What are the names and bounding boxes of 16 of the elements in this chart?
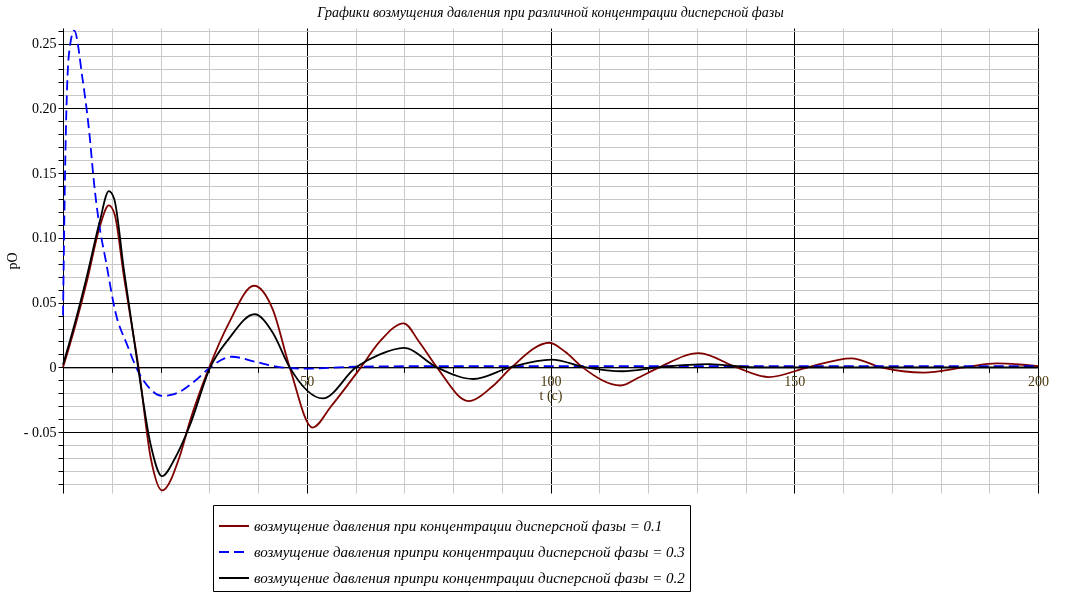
legend-label: возмущение давления при концентрации дисперсной фазы = 0.1 bbox=[254, 518, 663, 534]
x-tick-label: 100 bbox=[540, 373, 562, 389]
y-tick-label: 0.10 bbox=[32, 230, 57, 246]
y-tick-label: 0.05 bbox=[32, 295, 57, 311]
chart-title: Графики возмущения давления при различной концентрации дисперсной фазы bbox=[316, 4, 784, 20]
y-tick-label: 0.15 bbox=[32, 165, 57, 181]
legend-label: возмущение давления припри концентрации дисперсной фазы = 0.2 bbox=[254, 570, 686, 586]
y-tick-label: 0.20 bbox=[32, 100, 57, 116]
x-tick-label: 150 bbox=[784, 373, 806, 389]
y-tick-label: - 0.05 bbox=[23, 424, 57, 440]
y-axis-title: pO bbox=[4, 252, 20, 270]
x-tick-label: 50 bbox=[300, 373, 315, 389]
y-tick-label: 0 bbox=[49, 359, 57, 375]
legend-label: возмущение давления припри концентрации дисперсной фазы = 0.3 bbox=[254, 544, 685, 560]
y-tick-label: 0.25 bbox=[32, 36, 57, 52]
x-axis-title: t (c) bbox=[539, 387, 563, 404]
